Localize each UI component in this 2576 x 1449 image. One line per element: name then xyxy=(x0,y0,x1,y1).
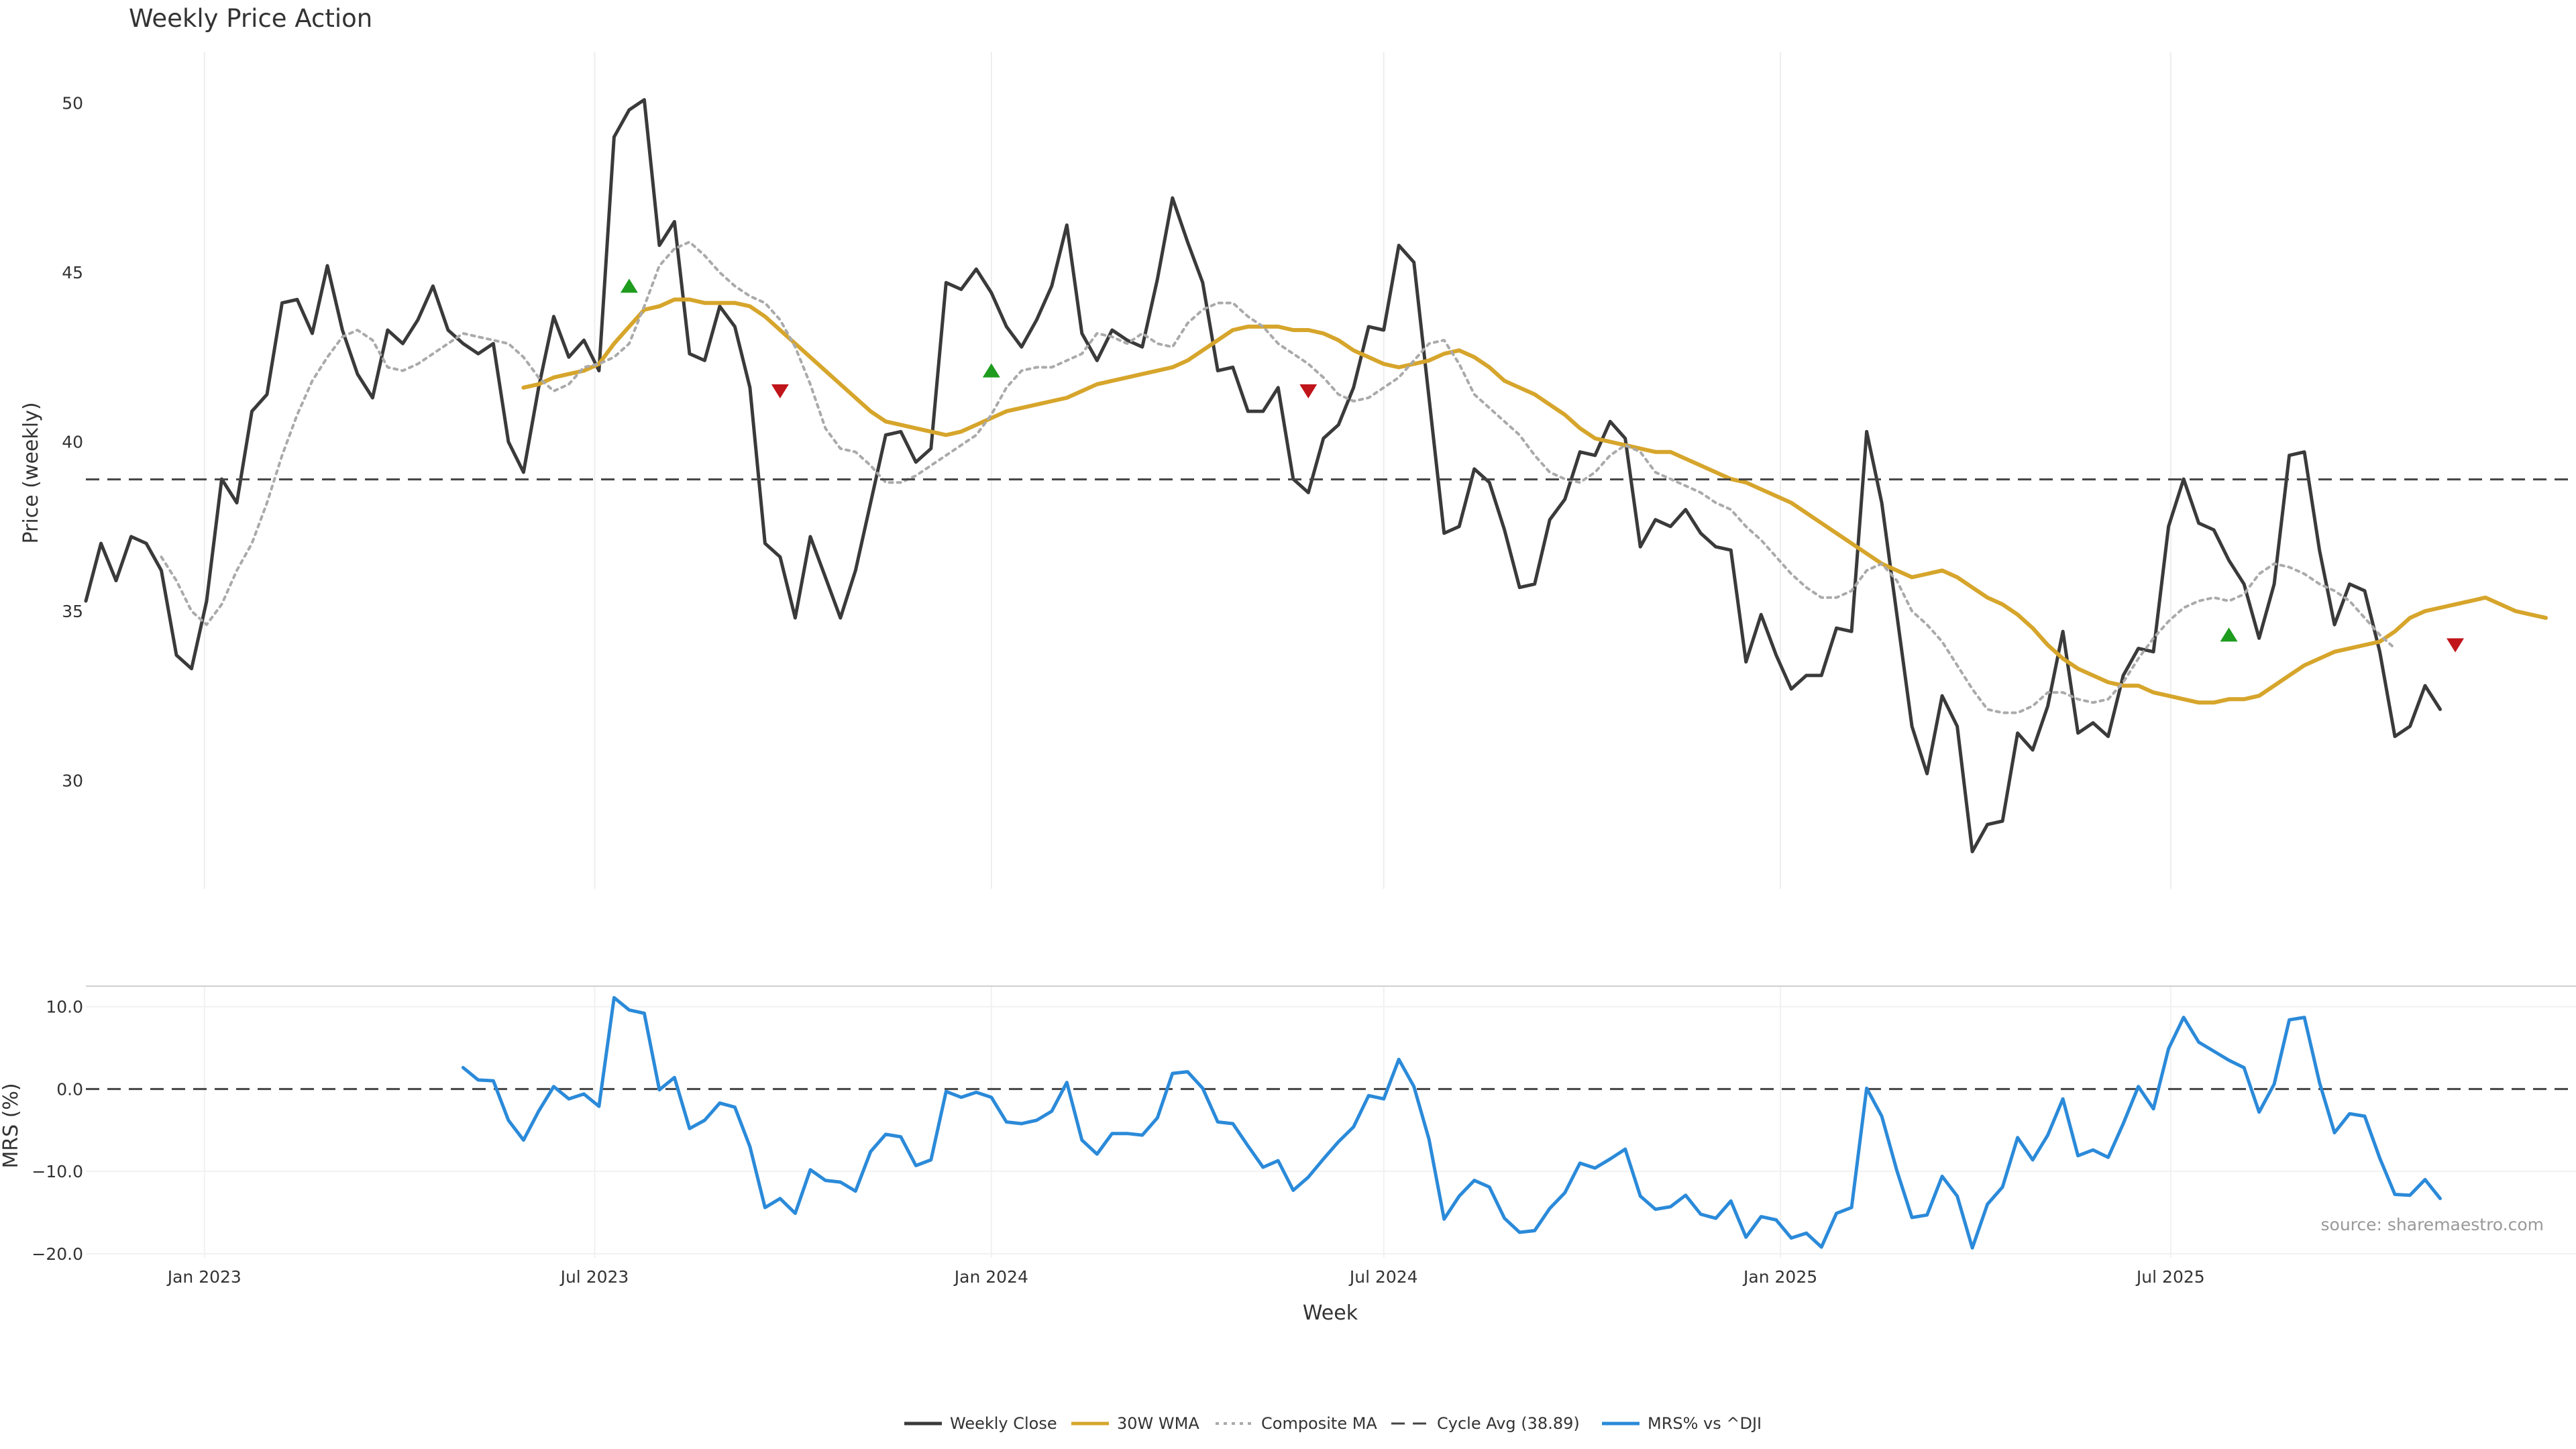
series-30w-wma xyxy=(521,297,2548,705)
price-y-tick-30: 30 xyxy=(62,771,83,790)
mrs-y-axis-title: MRS (%) xyxy=(0,1083,23,1168)
mrs-y-tick-0: 10.0 xyxy=(46,998,83,1017)
x-tick-jul-2023: Jul 2023 xyxy=(559,1267,629,1287)
price-y-axis-title: Price (weekly) xyxy=(19,402,43,543)
price-y-tick-40: 40 xyxy=(62,433,83,452)
legend-label-weekly-close: Weekly Close xyxy=(950,1414,1057,1433)
series-composite-ma xyxy=(160,240,2396,714)
legend-label-mrs-vs-dji: MRS% vs ^DJI xyxy=(1648,1414,1762,1433)
chart-title: Weekly Price Action xyxy=(129,4,372,33)
legend-label-30w-wma: 30W WMA xyxy=(1117,1414,1199,1433)
legend-label-cycle-avg-38-89: Cycle Avg (38.89) xyxy=(1437,1414,1580,1433)
x-tick-jan-2023: Jan 2023 xyxy=(166,1267,241,1287)
series-weekly-close xyxy=(84,98,2442,853)
mrs-gridlines xyxy=(86,986,2576,1258)
signal-up-marker-2 xyxy=(2220,627,2238,642)
mrs-series-group xyxy=(86,996,2576,1250)
legend-label-composite-ma: Composite MA xyxy=(1261,1414,1377,1433)
price-gridlines xyxy=(203,52,2171,889)
mrs-y-tick-3: −20.0 xyxy=(32,1244,83,1264)
source-label: source: sharemaestro.com xyxy=(2321,1215,2544,1234)
x-ticks: Jan 2023 Jul 2023 Jan 2024 Jul 2024 Jan 2025… xyxy=(166,1267,2205,1287)
x-tick-jan-2024: Jan 2024 xyxy=(953,1267,1028,1287)
price-y-ticks: 30 35 40 45 50 xyxy=(62,94,83,791)
signal-up-marker-1 xyxy=(982,363,1000,378)
signal-down-marker-2 xyxy=(2447,638,2465,653)
price-y-tick-45: 45 xyxy=(62,263,83,282)
x-tick-jan-2025: Jan 2025 xyxy=(1742,1267,1817,1287)
mrs-y-tick-2: −10.0 xyxy=(32,1162,83,1181)
mrs-y-tick-1: 0.0 xyxy=(56,1079,83,1099)
signal-down-marker-1 xyxy=(1299,384,1318,398)
signal-up-marker-0 xyxy=(620,278,638,293)
price-y-tick-35: 35 xyxy=(62,602,83,621)
x-tick-jul-2024: Jul 2024 xyxy=(1348,1267,1418,1287)
price-y-tick-50: 50 xyxy=(62,94,83,113)
legend: Weekly Close 30W WMA Composite MA Cycle Avg… xyxy=(904,1414,1762,1433)
x-tick-jul-2025: Jul 2025 xyxy=(2135,1267,2205,1287)
mrs-y-ticks: 10.0 0.0 −10.0 −20.0 xyxy=(32,998,83,1264)
price-series-group xyxy=(84,98,2576,853)
x-axis-title: Week xyxy=(1303,1301,1358,1325)
series-mrs-vs-dji xyxy=(461,996,2442,1250)
signal-down-marker-0 xyxy=(771,384,789,398)
